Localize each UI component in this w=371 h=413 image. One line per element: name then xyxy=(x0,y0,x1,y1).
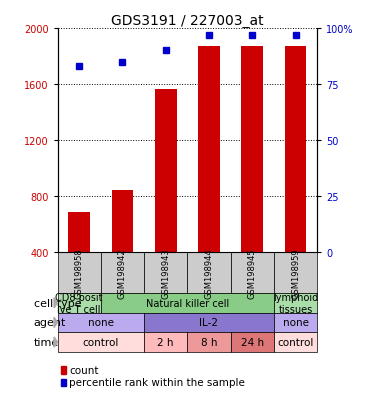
Text: control: control xyxy=(278,337,314,347)
Text: percentile rank within the sample: percentile rank within the sample xyxy=(69,377,245,387)
Bar xyxy=(155,90,177,252)
Text: GSM198942: GSM198942 xyxy=(118,247,127,298)
FancyBboxPatch shape xyxy=(231,252,274,293)
Text: IL-2: IL-2 xyxy=(200,318,219,328)
Text: none: none xyxy=(283,318,309,328)
FancyBboxPatch shape xyxy=(274,332,317,352)
FancyBboxPatch shape xyxy=(274,293,317,313)
Text: GSM198958: GSM198958 xyxy=(75,247,83,298)
Bar xyxy=(112,190,133,252)
FancyBboxPatch shape xyxy=(58,252,101,293)
FancyBboxPatch shape xyxy=(187,252,231,293)
FancyBboxPatch shape xyxy=(144,313,274,332)
Text: count: count xyxy=(69,365,99,375)
Bar xyxy=(68,213,90,252)
Text: agent: agent xyxy=(34,318,66,328)
Polygon shape xyxy=(54,298,58,308)
Text: GSM198945: GSM198945 xyxy=(248,247,257,298)
FancyBboxPatch shape xyxy=(58,332,144,352)
FancyBboxPatch shape xyxy=(144,332,187,352)
Polygon shape xyxy=(54,337,58,347)
FancyBboxPatch shape xyxy=(231,332,274,352)
FancyBboxPatch shape xyxy=(58,313,144,332)
FancyBboxPatch shape xyxy=(101,293,274,313)
Text: time: time xyxy=(34,337,59,347)
Text: 2 h: 2 h xyxy=(157,337,174,347)
Text: GSM198943: GSM198943 xyxy=(161,247,170,298)
Title: GDS3191 / 227003_at: GDS3191 / 227003_at xyxy=(111,14,264,28)
Bar xyxy=(198,47,220,252)
Bar xyxy=(285,47,306,252)
Text: control: control xyxy=(83,337,119,347)
FancyBboxPatch shape xyxy=(144,252,187,293)
FancyBboxPatch shape xyxy=(101,252,144,293)
Bar xyxy=(242,47,263,252)
FancyBboxPatch shape xyxy=(187,332,231,352)
Text: 8 h: 8 h xyxy=(201,337,217,347)
Text: lymphoid
tissues: lymphoid tissues xyxy=(273,292,318,314)
Text: 24 h: 24 h xyxy=(241,337,264,347)
FancyBboxPatch shape xyxy=(274,313,317,332)
Text: GSM198944: GSM198944 xyxy=(204,247,213,298)
FancyBboxPatch shape xyxy=(58,293,101,313)
FancyBboxPatch shape xyxy=(274,252,317,293)
Text: GSM198959: GSM198959 xyxy=(291,247,300,298)
Text: none: none xyxy=(88,318,114,328)
Text: Natural killer cell: Natural killer cell xyxy=(146,298,229,308)
Text: cell type: cell type xyxy=(34,298,81,308)
Text: CD8 posit
ive T cell: CD8 posit ive T cell xyxy=(55,292,103,314)
Polygon shape xyxy=(54,318,58,328)
